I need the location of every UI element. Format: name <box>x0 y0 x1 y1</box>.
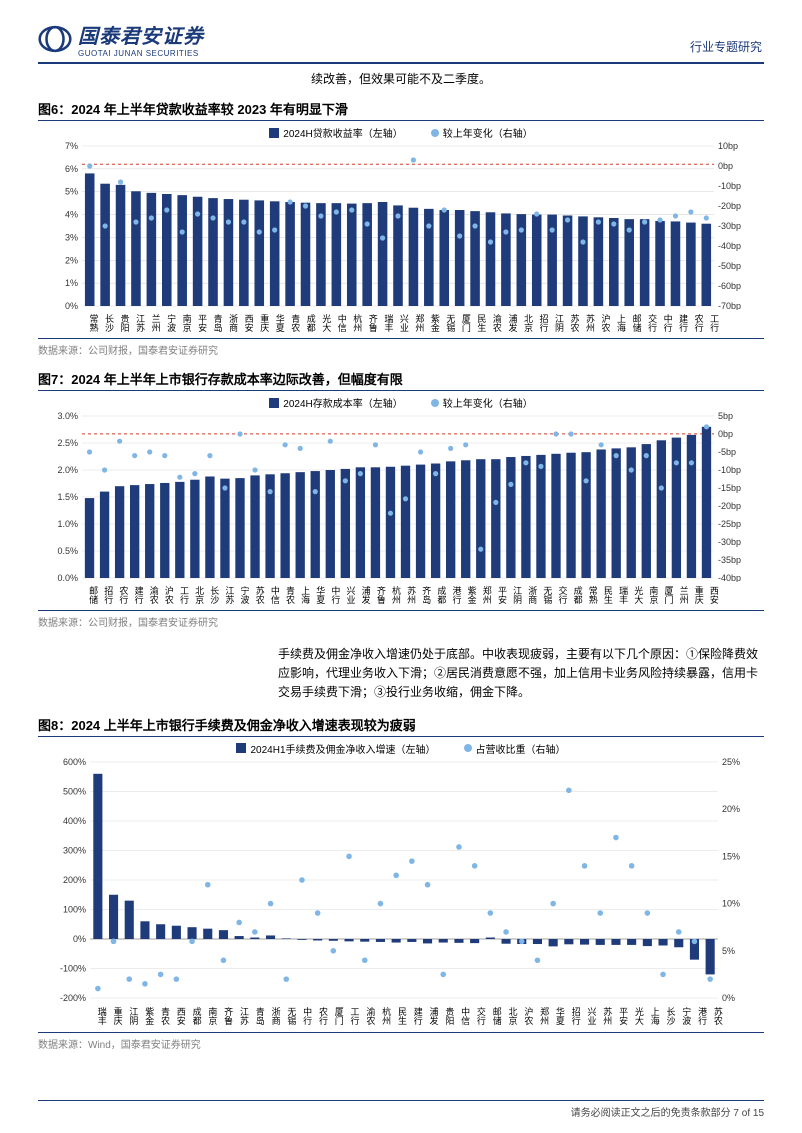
chart8-legend: 2024H1手续费及佣金净收入增速（左轴） 占营收比重（右轴） <box>40 741 762 756</box>
brand-cn: 国泰君安证券 <box>78 20 204 49</box>
svg-text:-35bp: -35bp <box>718 555 741 565</box>
chart8-frame: 2024H1手续费及佣金净收入增速（左轴） 占营收比重（右轴） -200% -10… <box>38 736 764 1033</box>
svg-text:-20bp: -20bp <box>718 201 741 211</box>
svg-text:1%: 1% <box>65 278 78 288</box>
svg-text:1.5%: 1.5% <box>57 492 78 502</box>
chart7-source: 数据来源：公司财报，国泰君安证券研究 <box>38 614 764 629</box>
svg-text:0%: 0% <box>722 993 735 1002</box>
svg-text:1.0%: 1.0% <box>57 519 78 529</box>
svg-text:-20bp: -20bp <box>718 501 741 511</box>
brand-text: 国泰君安证券 GUOTAI JUNAN SECURITIES <box>78 20 204 58</box>
svg-text:10bp: 10bp <box>718 142 738 151</box>
intro-text: 续改善，但效果可能不及二季度。 <box>38 70 764 87</box>
chart8-svg: -200% -100% 0% 100% 200% 300% 400% 500% 600% 0% 5%… <box>40 758 758 1002</box>
brand-logo-block: 国泰君安证券 GUOTAI JUNAN SECURITIES <box>38 20 204 58</box>
svg-text:5%: 5% <box>65 187 78 197</box>
svg-text:-200%: -200% <box>60 993 86 1002</box>
chart6-frame: 2024H贷款收益率（左轴） 较上年变化（右轴） 0% 1% 2% 3% 4% 5% 6% 7… <box>38 120 764 339</box>
svg-text:10%: 10% <box>722 898 740 908</box>
chart7-frame: 2024H存款成本率（左轴） 较上年变化（右轴） 0.0% 0.5% 1.0% 1.5… <box>38 390 764 611</box>
legend-dot: 较上年变化（右轴） <box>431 125 533 140</box>
svg-text:-25bp: -25bp <box>718 519 741 529</box>
chart8-source: 数据来源：Wind，国泰君安证券研究 <box>38 1036 764 1051</box>
chart6-title: 图6：2024 年上半年贷款收益率较 2023 年有明显下滑 <box>38 99 764 118</box>
svg-text:7%: 7% <box>65 142 78 151</box>
svg-text:0bp: 0bp <box>718 429 733 439</box>
chart6-legend: 2024H贷款收益率（左轴） 较上年变化（右轴） <box>40 125 762 140</box>
svg-text:6%: 6% <box>65 164 78 174</box>
svg-text:200%: 200% <box>63 875 86 885</box>
page-header: 国泰君安证券 GUOTAI JUNAN SECURITIES 行业专题研究 <box>38 20 764 64</box>
svg-text:-60bp: -60bp <box>718 281 741 291</box>
svg-text:-10bp: -10bp <box>718 465 741 475</box>
chart6-svg: 0% 1% 2% 3% 4% 5% 6% 7% -70bp -60bp -50bp -40bp -30b… <box>40 142 758 310</box>
chart7-legend: 2024H存款成本率（左轴） 较上年变化（右轴） <box>40 395 762 410</box>
legend-dot: 较上年变化（右轴） <box>431 395 533 410</box>
svg-text:0%: 0% <box>65 301 78 310</box>
svg-text:300%: 300% <box>63 845 86 855</box>
legend-bar: 2024H存款成本率（左轴） <box>269 395 402 410</box>
svg-text:100%: 100% <box>63 904 86 914</box>
legend-dot: 占营收比重（右轴） <box>464 741 566 756</box>
svg-text:5%: 5% <box>722 945 735 955</box>
svg-text:-10bp: -10bp <box>718 181 741 191</box>
chart7-xlabels: 邮储招行农行建行渝农沪农工行北京长沙江苏宁波苏农中信青农上海华夏中行兴业浦发齐鲁… <box>82 582 718 608</box>
svg-text:4%: 4% <box>65 210 78 220</box>
svg-text:20%: 20% <box>722 804 740 814</box>
svg-text:0.5%: 0.5% <box>57 546 78 556</box>
brand-logo-icon <box>38 25 72 53</box>
svg-text:-50bp: -50bp <box>718 261 741 271</box>
body-paragraph: 手续费及佣金净收入增速仍处于底部。中收表现疲弱，主要有以下几个原因：①保险降费效… <box>278 645 764 703</box>
svg-text:15%: 15% <box>722 851 740 861</box>
brand-en: GUOTAI JUNAN SECURITIES <box>78 49 204 58</box>
chart6-xlabels: 常熟长沙贵阳江苏兰州宁波南京平安青岛浙商西安重庆华夏青农成都光大中信杭州齐鲁瑞丰… <box>82 310 718 336</box>
svg-text:0bp: 0bp <box>718 161 733 171</box>
svg-text:-40bp: -40bp <box>718 241 741 251</box>
svg-text:400%: 400% <box>63 816 86 826</box>
doc-type-label: 行业专题研究 <box>690 38 762 55</box>
legend-bar: 2024H1手续费及佣金净收入增速（左轴） <box>236 741 435 756</box>
svg-text:-70bp: -70bp <box>718 301 741 310</box>
svg-text:-30bp: -30bp <box>718 221 741 231</box>
svg-text:-15bp: -15bp <box>718 483 741 493</box>
svg-text:5bp: 5bp <box>718 412 733 421</box>
svg-text:0%: 0% <box>73 934 86 944</box>
svg-text:2.5%: 2.5% <box>57 438 78 448</box>
chart6-source: 数据来源：公司财报，国泰君安证券研究 <box>38 342 764 357</box>
svg-text:600%: 600% <box>63 758 86 767</box>
svg-text:0.0%: 0.0% <box>57 573 78 582</box>
svg-text:2.0%: 2.0% <box>57 465 78 475</box>
svg-text:3%: 3% <box>65 232 78 242</box>
svg-text:-40bp: -40bp <box>718 573 741 582</box>
chart8-xlabels: 瑞丰重庆江阴紫金青农西安成都南京齐鲁江苏青岛浙商无锡中行农行厦门工行渝农杭州民生… <box>90 1002 722 1030</box>
page-footer: 请务必阅读正文之后的免责条款部分 7 of 15 <box>38 1100 764 1119</box>
svg-text:-100%: -100% <box>60 963 86 973</box>
chart7-svg: 0.0% 0.5% 1.0% 1.5% 2.0% 2.5% 3.0% -40bp -35bp -3… <box>40 412 758 582</box>
svg-text:25%: 25% <box>722 758 740 767</box>
svg-text:500%: 500% <box>63 786 86 796</box>
svg-text:-5bp: -5bp <box>718 447 736 457</box>
svg-text:-30bp: -30bp <box>718 537 741 547</box>
legend-bar: 2024H贷款收益率（左轴） <box>269 125 402 140</box>
chart7-title: 图7：2024 年上半年上市银行存款成本率边际改善，但幅度有限 <box>38 369 764 388</box>
chart8-title: 图8：2024 上半年上市银行手续费及佣金净收入增速表现较为疲弱 <box>38 715 764 734</box>
svg-text:2%: 2% <box>65 255 78 265</box>
svg-text:3.0%: 3.0% <box>57 412 78 421</box>
